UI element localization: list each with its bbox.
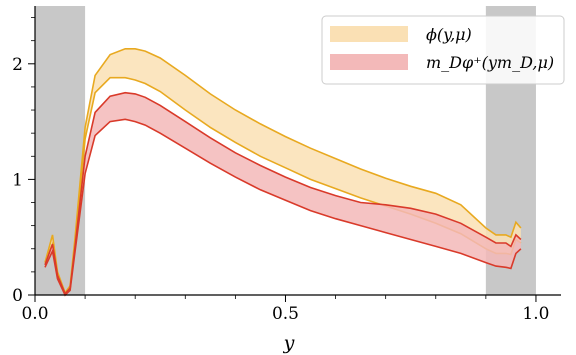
x-axis-label: y [283,332,295,354]
y-tick-label: 0 [12,286,23,306]
y-tick-label: 1 [12,170,23,190]
series-1-band [45,92,521,295]
series-0-band [45,48,521,295]
legend-swatch-0 [330,26,408,42]
legend-label-1: m_Dφ⁺(ym_D,μ) [426,53,554,72]
series-0-upper-line [44,48,522,295]
ticks: 0.0 0.5 1.0 0 1 2 [12,17,549,324]
axes [34,6,561,296]
series-bands [44,48,522,297]
shaded-region-0 [35,6,86,295]
x-tick-label: 1.0 [522,304,549,324]
x-tick-label: 0.5 [272,304,299,324]
legend-swatch-1 [330,54,408,70]
legend: ϕ(y,μ) m_Dφ⁺(ym_D,μ) [321,15,565,85]
x-tick-label: 0.0 [21,304,48,324]
legend-label-0: ϕ(y,μ) [426,25,472,44]
y-tick-label: 2 [12,55,23,75]
series-1-lower-line [44,118,522,297]
